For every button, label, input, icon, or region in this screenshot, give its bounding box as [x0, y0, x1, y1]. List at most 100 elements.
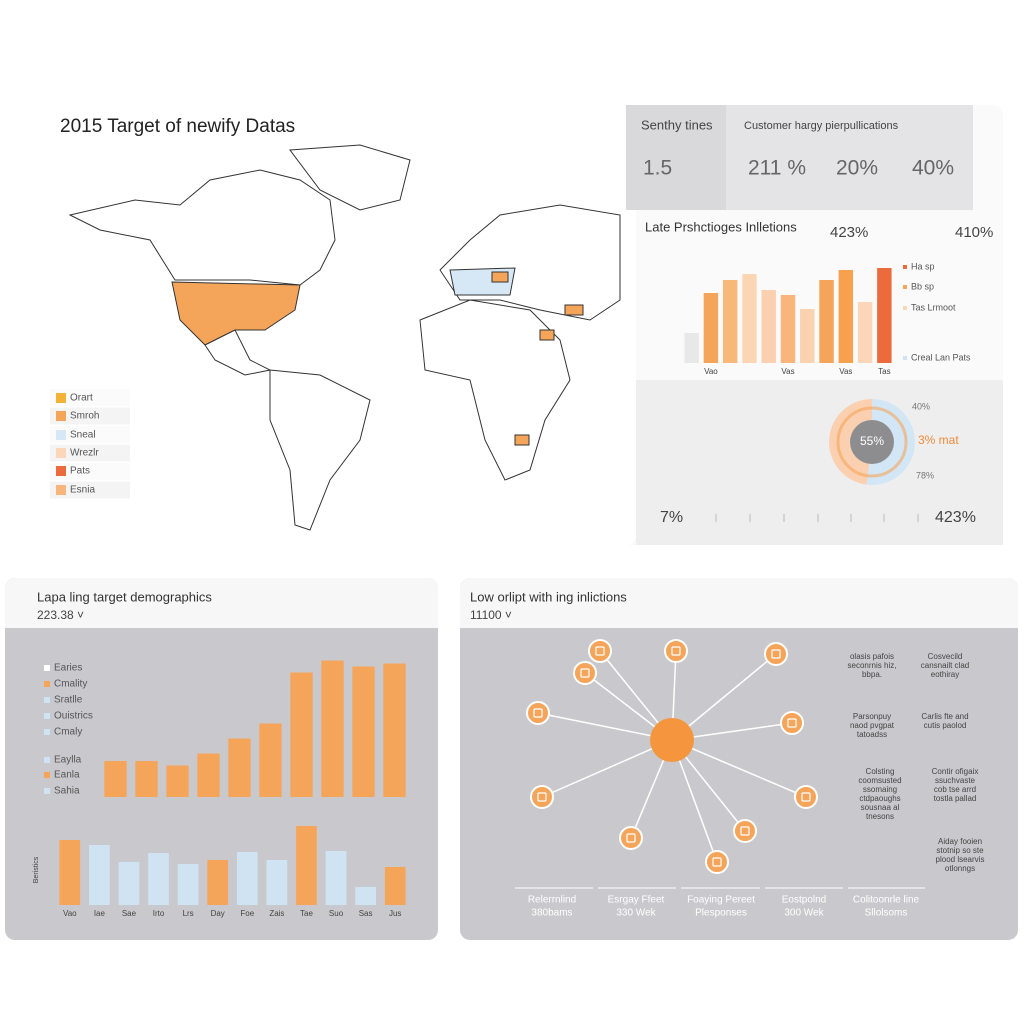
bar	[236, 852, 258, 905]
note-line: ssomaing	[863, 785, 897, 794]
legend-label: Tas Lrmoot	[911, 302, 956, 312]
bar	[148, 853, 169, 905]
legend-label: Wrezlr	[70, 448, 99, 459]
region-marker	[539, 329, 555, 341]
legend-row	[50, 426, 130, 443]
legend-swatch	[56, 393, 66, 403]
bar	[296, 826, 317, 905]
usa	[171, 281, 301, 346]
note-line: tatoadss	[857, 730, 887, 739]
stat-value: 211 %	[748, 157, 806, 180]
network-edge	[541, 739, 673, 798]
legend-swatch	[903, 285, 907, 289]
footer-label: Foaying Pereet	[687, 895, 755, 906]
legend-label: Sneal	[70, 430, 96, 441]
note-line: sousnaa al	[861, 803, 900, 812]
note-line: eothiray	[931, 670, 959, 679]
legend-label: Creal Lan Pats	[911, 352, 971, 362]
region-marker	[491, 271, 509, 283]
footer-label: Eostpolnd	[782, 895, 826, 906]
node-icon	[595, 646, 605, 656]
network-node	[794, 785, 818, 809]
node-icon	[787, 718, 797, 728]
node-icon	[801, 792, 811, 802]
legend-swatch	[44, 757, 50, 763]
note-line: cutis paolod	[924, 721, 967, 730]
north-america	[68, 169, 336, 286]
legend-swatch	[903, 265, 907, 269]
bar	[819, 280, 834, 363]
bar	[384, 867, 406, 905]
note-line: coomsusted	[858, 776, 901, 785]
bar	[197, 753, 220, 797]
node-icon	[771, 649, 781, 659]
legend-swatch	[56, 448, 66, 458]
legend-swatch	[44, 729, 50, 735]
x-tick-label: Tae	[300, 909, 313, 918]
network-node	[764, 642, 788, 666]
bar	[877, 268, 892, 363]
legend-row	[50, 389, 130, 406]
footer-ticks	[715, 514, 919, 522]
node-icon	[626, 833, 636, 843]
demo-title: Lapa ling target demographics	[37, 589, 212, 604]
note-line: Carlis fte and	[921, 712, 968, 721]
network-node	[573, 661, 597, 685]
note-line: ctdpaoughs	[859, 794, 900, 803]
note-line: cansnailt clad	[921, 661, 969, 670]
note-line: seconrnis hiz,	[848, 661, 897, 670]
donut-label: 78%	[916, 470, 934, 480]
stat-label: Customer hargy pierpullications	[744, 120, 899, 132]
legend-swatch	[44, 665, 50, 671]
network-node	[664, 639, 688, 663]
legend-label: Sahia	[54, 786, 80, 797]
bar	[838, 270, 854, 363]
region-marker	[514, 434, 530, 446]
bar	[761, 290, 776, 363]
network-node	[530, 785, 554, 809]
node-icon	[740, 826, 750, 836]
donut-area	[636, 380, 1003, 545]
bar	[118, 862, 140, 905]
network-node	[526, 701, 550, 725]
note-line: Contir ofigaix	[932, 767, 979, 776]
note-line: stotnip so ste	[936, 846, 984, 855]
x-tick-label: Tas	[878, 367, 890, 376]
demo-header	[5, 578, 438, 628]
map-title: 2015 Target of newify Datas	[60, 116, 295, 137]
x-tick-label: Vas	[839, 367, 852, 376]
network-hub	[650, 718, 694, 762]
footer-label: Colitoonrle line	[853, 895, 920, 906]
network-node	[705, 850, 729, 874]
legend-row	[50, 463, 130, 480]
donut-slice	[866, 399, 916, 486]
note-line: cob tse arrd	[934, 785, 976, 794]
bar	[290, 672, 313, 797]
donut-hole	[850, 420, 894, 464]
bar	[321, 660, 344, 797]
x-tick-label: Zais	[269, 909, 284, 918]
donut-slice	[829, 399, 872, 485]
bar	[742, 274, 757, 363]
bar	[355, 887, 376, 905]
network-node	[780, 711, 804, 735]
x-tick-label: Day	[211, 909, 225, 918]
donut-label: 3% mat	[918, 433, 959, 447]
stat-value: 20%	[836, 157, 878, 180]
legend-label: Esnia	[70, 485, 95, 496]
bar	[383, 663, 406, 797]
bar	[703, 293, 719, 363]
node-icon	[537, 792, 547, 802]
bar	[259, 723, 282, 797]
legend-swatch	[903, 306, 907, 310]
legend-swatch	[56, 466, 66, 476]
bar	[177, 864, 199, 905]
network-node	[733, 819, 757, 843]
legend-label: Cmaly	[54, 727, 82, 738]
network-title: Low orlipt with ing inlictions	[470, 589, 627, 604]
bar	[352, 666, 375, 797]
legend-swatch	[903, 356, 907, 360]
legend-swatch	[56, 411, 66, 421]
network-header	[460, 578, 1018, 628]
note-line: Cosvecild	[928, 652, 963, 661]
